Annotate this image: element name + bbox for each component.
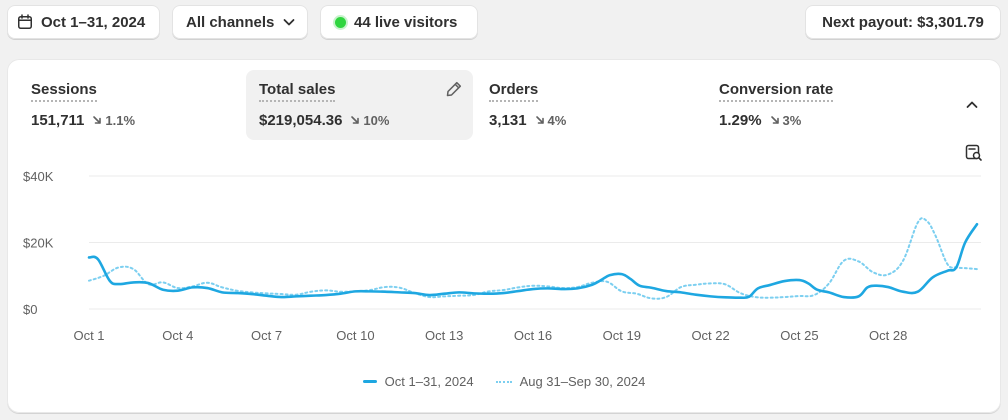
sales-analytics-card: Sessions 151,711 1.1% Total sales $219,0…	[7, 59, 1001, 413]
metric-change-value: 10%	[363, 112, 390, 128]
y-tick-label: $40K	[23, 169, 54, 184]
x-tick-label: Oct 4	[162, 328, 193, 343]
x-tick-label: Oct 28	[869, 328, 907, 343]
next-payout-button[interactable]: Next payout: $3,301.79	[805, 5, 1001, 39]
metric-value: 3,131	[489, 112, 527, 129]
legend-swatch-dotted	[495, 380, 512, 383]
x-tick-label: Oct 22	[691, 328, 729, 343]
x-tick-label: Oct 25	[780, 328, 818, 343]
arrow-down-right-icon	[93, 116, 102, 124]
metric-change-value: 4%	[547, 112, 567, 128]
metric-change-value: 1.1%	[105, 112, 136, 128]
metric-change: 1.1%	[92, 113, 135, 128]
metric-tab-sessions[interactable]: Sessions 151,711 1.1%	[18, 70, 245, 140]
legend-item-previous[interactable]: Aug 31–Sep 30, 2024	[495, 374, 646, 389]
sales-line-chart: $0 $20K $40K Oct 1 Oct 4 Oct 7 Oct 10 Oct 13 Oct…	[23, 169, 981, 343]
date-range-label: Oct 1–31, 2024	[41, 13, 146, 31]
calendar-icon	[17, 14, 33, 30]
x-tick-label: Oct 19	[603, 328, 641, 343]
metric-label: Total sales	[259, 81, 336, 102]
metric-tab-orders[interactable]: Orders 3,131 4%	[476, 70, 703, 140]
series-line-current-period	[87, 222, 979, 300]
chart-legend: Oct 1–31, 2024 Aug 31–Sep 30, 2024	[7, 374, 1001, 389]
chevron-up-icon	[966, 101, 978, 108]
y-tick-label: $0	[23, 302, 37, 317]
live-visitors-button[interactable]: 44 live visitors	[320, 5, 478, 39]
legend-label: Aug 31–Sep 30, 2024	[519, 374, 646, 389]
metric-value: $219,054.36	[259, 112, 343, 129]
y-tick-label: $20K	[23, 236, 54, 251]
metric-value: 151,711	[31, 112, 85, 129]
legend-label: Oct 1–31, 2024	[384, 374, 474, 389]
series-line-previous-period	[88, 217, 978, 300]
metric-tab-total-sales[interactable]: Total sales $219,054.36 10%	[246, 70, 473, 140]
legend-item-current[interactable]: Oct 1–31, 2024	[362, 374, 474, 389]
arrow-down-right-icon	[535, 116, 544, 124]
x-tick-label: Oct 10	[336, 328, 374, 343]
metric-change-value: 3%	[782, 112, 802, 128]
collapse-button[interactable]	[962, 95, 982, 115]
x-tick-label: Oct 1	[73, 328, 104, 343]
channels-dropdown[interactable]: All channels	[172, 5, 308, 39]
metric-tab-conversion-rate[interactable]: Conversion rate 1.29% 3%	[706, 70, 933, 140]
metric-label: Conversion rate	[719, 81, 834, 102]
next-payout-label: Next payout: $3,301.79	[822, 13, 984, 31]
metric-change: 10%	[350, 113, 389, 128]
metric-change: 3%	[770, 112, 802, 128]
live-dot-icon	[335, 16, 346, 28]
chart-search-icon	[965, 144, 982, 161]
metric-value: 1.29%	[719, 112, 762, 129]
x-tick-label: Oct 16	[514, 328, 552, 343]
date-range-button[interactable]: Oct 1–31, 2024	[7, 5, 160, 39]
arrow-down-right-icon	[351, 116, 360, 124]
x-tick-label: Oct 13	[425, 328, 463, 343]
legend-swatch-solid	[362, 380, 377, 383]
metric-label: Orders	[489, 81, 539, 102]
metric-label: Sessions	[31, 81, 97, 102]
pencil-icon[interactable]	[445, 80, 463, 103]
channels-label: All channels	[186, 13, 275, 31]
arrow-down-right-icon	[770, 116, 779, 124]
metric-change: 4%	[535, 112, 567, 128]
chevron-down-icon	[282, 15, 296, 29]
live-visitors-label: 44 live visitors	[354, 13, 458, 31]
x-tick-label: Oct 7	[251, 328, 282, 343]
chart-search-button[interactable]	[964, 143, 984, 163]
